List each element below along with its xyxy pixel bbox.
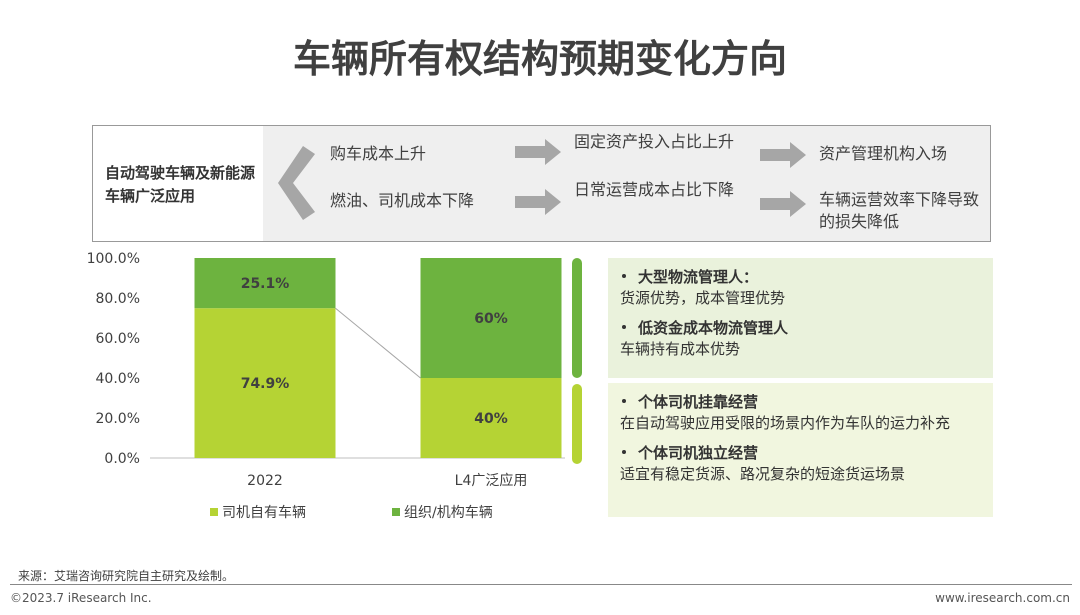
flow-text: 日常运营成本占比下降: [574, 180, 735, 199]
y-tick-label: 100.0%: [87, 251, 140, 267]
footer-rule: [10, 584, 1072, 585]
bar-segment: [194, 258, 336, 309]
item-text: 适宜有稳定货源、路况复杂的短途货运场景: [620, 465, 906, 483]
flow-source: 自动驾驶车辆及新能源车辆广泛应用: [105, 164, 256, 205]
y-tick-label: 60.0%: [96, 331, 140, 347]
slide-title: 车辆所有权结构预期变化方向: [292, 37, 787, 81]
bullet: [622, 325, 626, 329]
item-heading-text: 大型物流管理人：: [638, 268, 759, 286]
x-tick-label: 2022: [247, 473, 283, 489]
y-tick-label: 0.0%: [104, 451, 140, 467]
source-note: 来源：艾瑞咨询研究院自主研究及绘制。: [18, 569, 235, 583]
legend-label: 司机自有车辆: [222, 504, 306, 521]
url: www.iresearch.com.cn: [935, 591, 1070, 605]
value-label: 60%: [474, 311, 508, 327]
x-tick-label: L4广泛应用: [455, 472, 528, 489]
bracket-bars: [572, 258, 582, 464]
item-heading-text: 低资金成本物流管理人: [638, 319, 789, 337]
legend-label: 组织/机构车辆: [404, 504, 493, 521]
bullet: [622, 399, 626, 403]
flow-left: [93, 126, 263, 241]
arrows: [515, 139, 806, 217]
item-heading-text: 个体司机独立经营: [638, 444, 759, 462]
bar-segment: [420, 378, 562, 458]
bar-segment: [194, 308, 336, 458]
bar-segment: [420, 258, 562, 378]
flow-text: 资产管理机构入场: [819, 144, 948, 163]
panel-item: 大型物流管理人： 货源优势，成本管理优势: [620, 266, 981, 309]
panel-item: 个体司机独立经营适宜有稳定货源、路况复杂的短途货运场景: [620, 442, 981, 485]
legend-swatch: [392, 508, 400, 516]
panel: 个体司机挂靠经营在自动驾驶应用受限的场景内作为车队的运力补充个体司机独立经营适宜…: [608, 383, 993, 517]
copyright: ©2023.7 iResearch Inc.: [10, 591, 152, 605]
panel-item: 个体司机挂靠经营在自动驾驶应用受限的场景内作为车队的运力补充: [620, 391, 981, 434]
item-heading: 个体司机挂靠经营: [620, 391, 981, 412]
value-label: 74.9%: [241, 376, 290, 392]
value-label: 25.1%: [241, 276, 290, 292]
bullet: [622, 450, 626, 454]
flow-text: 购车成本上升: [330, 144, 427, 163]
item-text: 在自动驾驶应用受限的场景内作为车队的运力补充: [620, 414, 951, 432]
item-text: 车辆持有成本优势: [620, 340, 741, 358]
item-heading: 大型物流管理人：: [620, 266, 981, 287]
item-text: 货源优势，成本管理优势: [620, 289, 786, 307]
value-label: 40%: [474, 411, 508, 427]
y-tick-label: 80.0%: [96, 291, 140, 307]
flow-text: 车辆运营效率下降导致的损失降低: [819, 190, 980, 231]
flow-box: 自动驾驶车辆及新能源车辆广泛应用 购车成本上升 燃油、司机成本下降 固定资产投入…: [92, 125, 991, 242]
flow-text: 燃油、司机成本下降: [330, 191, 475, 210]
bullet: [622, 274, 626, 278]
fork-arrow: [278, 146, 315, 220]
chart: 0.0% 20.0% 40.0% 60.0% 80.0% 100.0% 74.9% 25.1%…: [87, 251, 565, 521]
legend-swatch: [210, 508, 218, 516]
y-tick-label: 20.0%: [96, 411, 140, 427]
item-heading: 低资金成本物流管理人: [620, 317, 981, 338]
item-heading: 个体司机独立经营: [620, 442, 981, 463]
flow-text: 固定资产投入占比上升: [574, 132, 735, 151]
flow-arrows: [278, 139, 806, 220]
item-heading-text: 个体司机挂靠经营: [638, 393, 759, 411]
panel-item: 低资金成本物流管理人车辆持有成本优势: [620, 317, 981, 360]
connector: [335, 307, 421, 379]
panel: 大型物流管理人： 货源优势，成本管理优势低资金成本物流管理人车辆持有成本优势: [608, 258, 993, 378]
y-tick-label: 40.0%: [96, 371, 140, 387]
